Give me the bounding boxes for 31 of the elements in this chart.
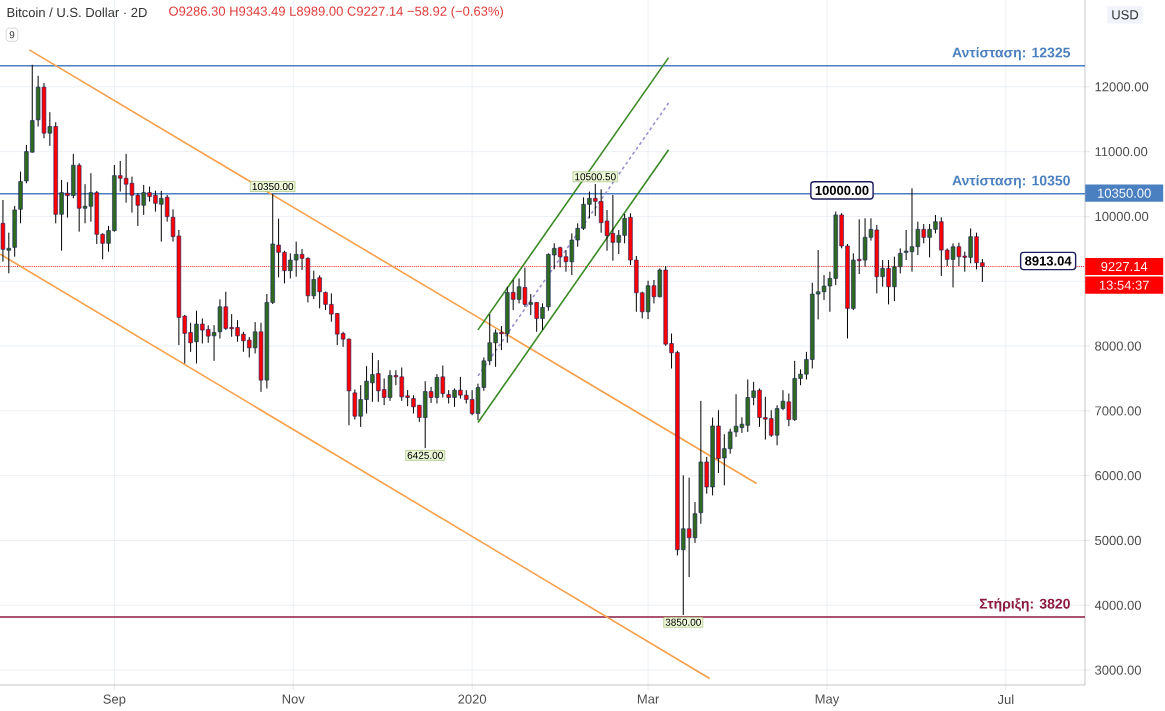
x-tick-label: Jul — [997, 694, 1014, 705]
chart-title: Bitcoin / U.S. Dollar · 2D — [7, 7, 147, 18]
text: 10350.00 — [1098, 188, 1151, 198]
x-tick-label: 2020 — [458, 694, 487, 704]
x-tick-label: Sep — [103, 694, 126, 707]
annotation: 9 — [9, 31, 15, 39]
annotation: 10000.00 — [815, 185, 869, 196]
y-tick-label: 10000.00 — [1095, 211, 1149, 222]
annotation: 6425.00 — [407, 451, 443, 459]
annotation: O9286.30 H9343.49 L8989.00 C9227.14 −58.92 (−0.63%) — [169, 6, 503, 19]
annotation: 8913.04 — [1025, 256, 1072, 266]
y-tick-label: 3000.00 — [1095, 665, 1142, 675]
ref-line-label: Αντίσταση: 12325 — [952, 47, 1071, 61]
x-tick-label: Nov — [282, 694, 305, 704]
annotation: 10500.50 — [575, 173, 616, 181]
ref-line-label: 9227.14 — [1101, 261, 1148, 272]
annotation: 10350.00 — [252, 182, 294, 191]
y-tick-label: 7000.00 — [1095, 406, 1142, 416]
y-tick-label: 12000.00 — [1095, 82, 1149, 92]
annotation: 3850.00 — [665, 618, 701, 626]
text: 13:54:37 — [1099, 280, 1149, 290]
text: USD — [1112, 10, 1139, 20]
x-tick-label: May — [815, 694, 840, 707]
y-tick-label: 11000.00 — [1095, 147, 1148, 157]
ref-line-label: Στήριξη: 3820 — [979, 598, 1070, 612]
y-tick-label: 8000.00 — [1095, 341, 1142, 351]
y-tick-label: 4000.00 — [1094, 600, 1142, 610]
y-tick-label: 6000.00 — [1095, 471, 1142, 481]
y-tick-label: 5000.00 — [1095, 535, 1142, 546]
x-tick-label: Mar — [637, 694, 660, 704]
ref-line-label: Αντίσταση: 10350 — [952, 175, 1070, 189]
